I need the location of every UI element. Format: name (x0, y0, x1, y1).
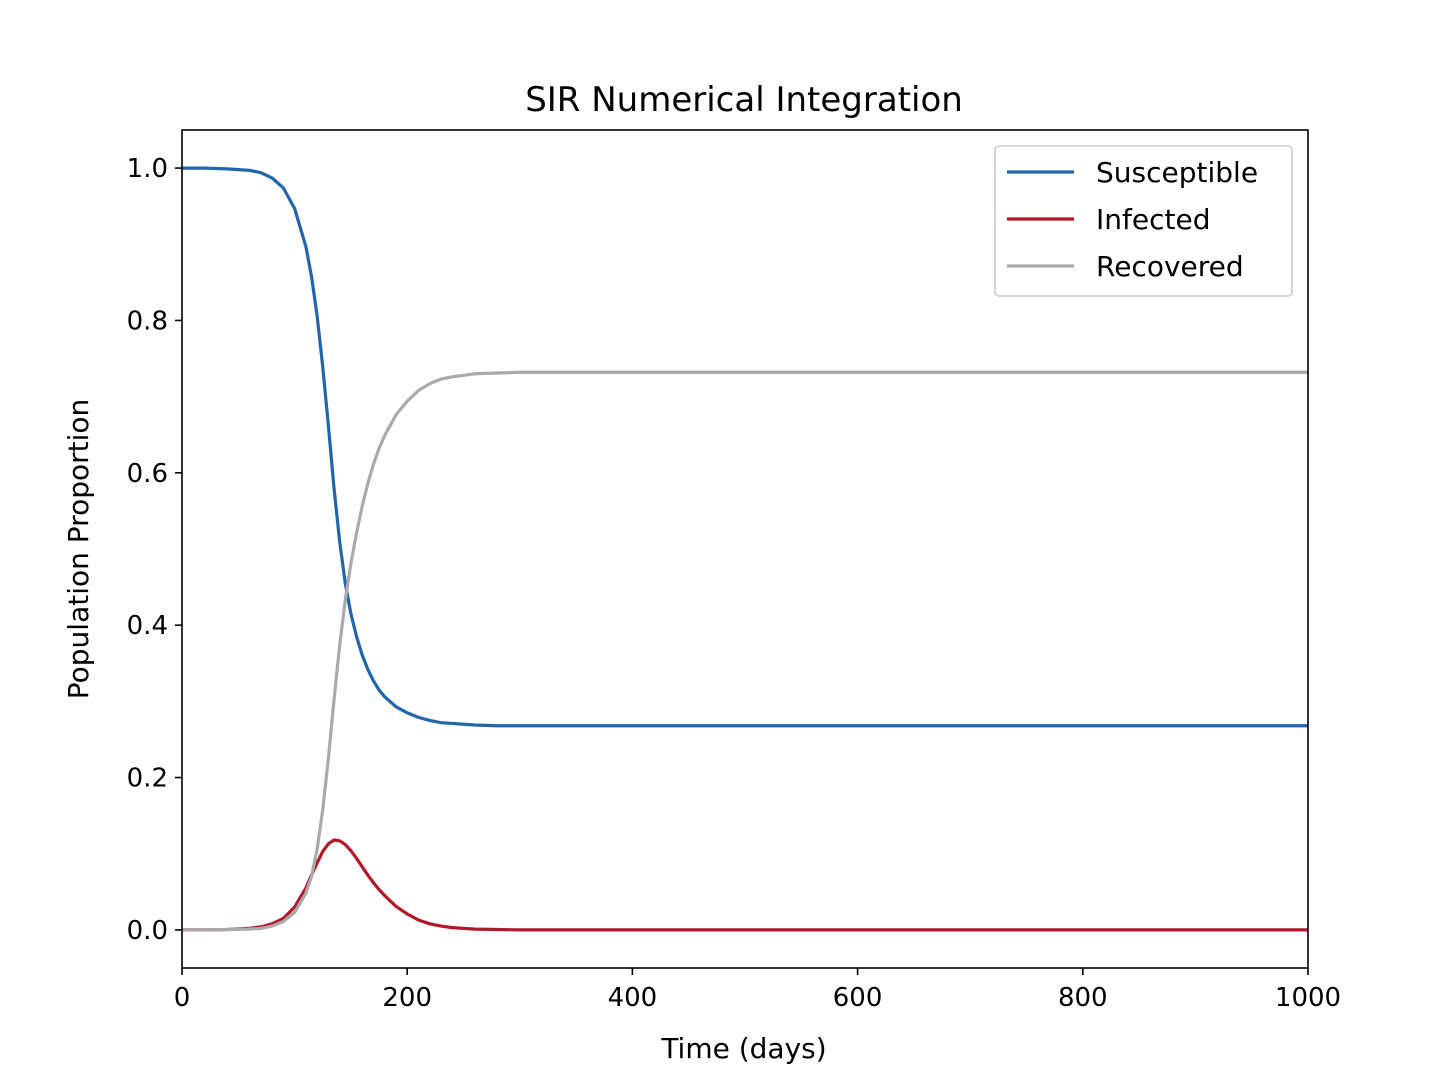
series-line-recovered (182, 370, 1308, 932)
x-tick-label: 400 (608, 983, 658, 1013)
x-tick-label: 0 (174, 983, 191, 1013)
plot-area (181, 129, 1309, 969)
legend-box (994, 145, 1293, 297)
x-tick-label: 600 (833, 983, 883, 1013)
chart-title: SIR Numerical Integration (525, 80, 963, 120)
series-line-infected (182, 838, 1308, 932)
y-axis-title: Population Proportion (62, 399, 95, 699)
y-tick-label: 0.8 (127, 306, 168, 336)
x-tick-label: 200 (382, 983, 432, 1013)
legend-label-infected: Infected (1096, 203, 1210, 236)
y-tick-label: 0.0 (127, 916, 168, 946)
y-tick-label: 0.2 (127, 764, 168, 794)
x-axis-title: Time (days) (660, 1032, 826, 1065)
legend-label-recovered: Recovered (1096, 250, 1244, 283)
legend: Susceptible Infected Recovered (994, 145, 1293, 297)
y-tick-label: 1.0 (127, 154, 168, 184)
x-tick-label: 800 (1058, 983, 1108, 1013)
series-layer (182, 166, 1308, 932)
y-axis: 0.0 0.2 0.4 0.6 0.8 1.0 (127, 154, 182, 946)
x-axis: 0 200 400 600 800 1000 (174, 968, 1341, 1013)
series-line-susceptible (182, 166, 1308, 728)
x-tick-label: 1000 (1275, 983, 1341, 1013)
y-tick-label: 0.4 (127, 611, 168, 641)
axes-frame (181, 129, 1309, 969)
y-tick-label: 0.6 (127, 459, 168, 489)
legend-label-susceptible: Susceptible (1096, 156, 1258, 189)
legend-items: Susceptible Infected Recovered (1007, 156, 1258, 283)
